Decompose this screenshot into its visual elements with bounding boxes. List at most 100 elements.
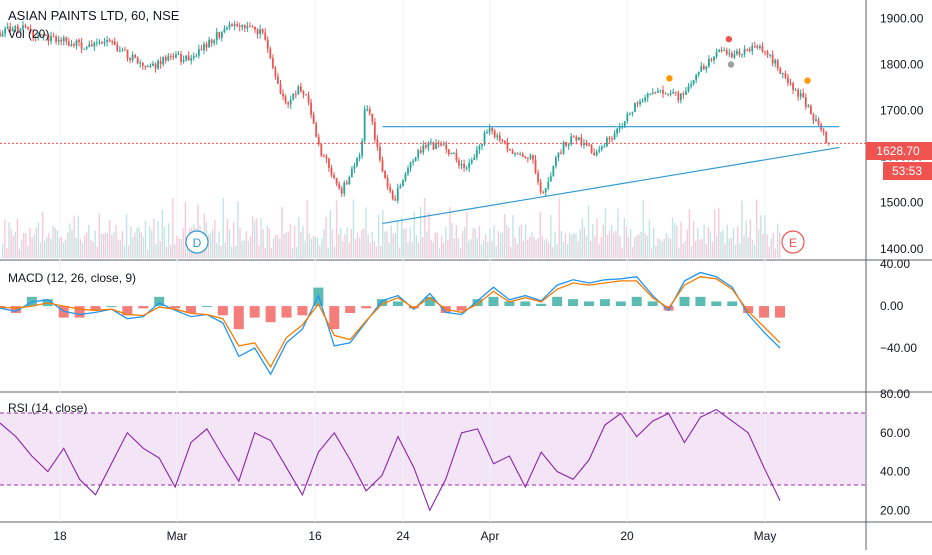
candle-body bbox=[98, 41, 101, 43]
candle-body bbox=[715, 52, 718, 57]
rsi-axis[interactable]: 80.00 60.00 40.00 20.00 bbox=[880, 387, 910, 517]
candle-body bbox=[294, 94, 297, 96]
volume-bar bbox=[18, 248, 21, 258]
candle-body bbox=[80, 42, 83, 49]
volume-bar bbox=[216, 243, 218, 258]
volume-bar bbox=[409, 227, 411, 258]
volume-bar bbox=[220, 245, 222, 258]
volume-bar bbox=[600, 237, 602, 258]
volume-bar bbox=[751, 239, 754, 258]
candle-body bbox=[312, 114, 315, 124]
candle-body bbox=[639, 101, 641, 105]
volume-bar bbox=[522, 240, 525, 258]
macd-histogram-bar bbox=[456, 306, 467, 311]
volume-bar bbox=[319, 245, 321, 258]
candle-body bbox=[751, 45, 754, 52]
volume-bar bbox=[552, 247, 554, 258]
event-marker-e[interactable] bbox=[781, 230, 805, 254]
candle-body bbox=[565, 142, 567, 146]
price-tick-label: 1800.00 bbox=[880, 58, 924, 72]
candle-body bbox=[368, 108, 371, 114]
volume-bar bbox=[661, 241, 663, 258]
volume-bar bbox=[12, 236, 14, 258]
volume-legend: Vol (20) bbox=[8, 27, 49, 41]
candle-body bbox=[557, 152, 560, 158]
volume-bar bbox=[338, 234, 340, 258]
time-axis[interactable]: 18 Mar 16 24 Apr 20 May bbox=[53, 529, 776, 543]
volume-bar bbox=[646, 235, 649, 258]
volume-bar bbox=[669, 238, 672, 258]
candle-body bbox=[600, 146, 603, 150]
candles bbox=[0, 20, 830, 204]
volume-bar bbox=[260, 218, 262, 258]
macd-histogram-bar bbox=[599, 299, 610, 307]
candle-body bbox=[67, 41, 70, 46]
candle-body bbox=[124, 49, 126, 51]
volume-bar bbox=[703, 224, 705, 258]
volume-bar bbox=[325, 216, 327, 258]
volume-bar bbox=[241, 240, 243, 258]
candle-body bbox=[539, 182, 542, 192]
volume-bar bbox=[629, 229, 632, 258]
volume-bar bbox=[23, 233, 25, 258]
volume-bar bbox=[705, 244, 707, 258]
candle-body bbox=[812, 114, 815, 121]
volume-bar bbox=[596, 218, 598, 258]
volume-bar bbox=[306, 200, 308, 258]
candle-body bbox=[1, 33, 4, 37]
volume-bar bbox=[132, 236, 134, 258]
volume-bar bbox=[722, 229, 724, 258]
candle-body bbox=[483, 132, 486, 145]
candle-body bbox=[544, 188, 547, 193]
volume-bar bbox=[562, 241, 565, 258]
candle-body bbox=[649, 93, 652, 95]
candle-body bbox=[402, 180, 404, 187]
volume-bar bbox=[230, 246, 233, 258]
volume-bar bbox=[571, 234, 573, 258]
candle-body bbox=[358, 155, 361, 159]
candle-body bbox=[493, 130, 496, 138]
volume-bar bbox=[653, 227, 655, 258]
volume-bar bbox=[136, 227, 138, 258]
volume-bar bbox=[541, 236, 544, 258]
candle-body bbox=[305, 94, 307, 96]
volume-bar bbox=[485, 234, 487, 258]
candle-body bbox=[85, 46, 88, 49]
macd-histogram-bar bbox=[424, 296, 435, 307]
volume-bar bbox=[371, 231, 373, 258]
candle-body bbox=[504, 140, 506, 143]
volume-bar bbox=[207, 234, 210, 258]
candle-body bbox=[96, 42, 98, 44]
volume-bar bbox=[46, 237, 48, 258]
candle-body bbox=[570, 136, 573, 145]
candle-body bbox=[690, 84, 692, 87]
volume-bar bbox=[163, 226, 166, 258]
volume-bar bbox=[449, 206, 451, 258]
candle-body bbox=[103, 41, 106, 44]
candle-body bbox=[366, 108, 369, 110]
volume-bar bbox=[755, 199, 758, 258]
macd-axis[interactable]: 40.00 0.00 −40.00 bbox=[880, 257, 917, 355]
candle-body bbox=[356, 158, 358, 166]
event-marker-d[interactable] bbox=[185, 230, 209, 254]
volume-bar bbox=[455, 225, 457, 258]
volume-bar bbox=[667, 236, 670, 258]
candle-body bbox=[514, 153, 516, 155]
candle-body bbox=[453, 152, 455, 154]
volume-bar bbox=[209, 233, 212, 258]
candle-body bbox=[746, 48, 749, 50]
volume-bar bbox=[424, 198, 426, 258]
trendlines[interactable] bbox=[382, 126, 840, 225]
volume-bar bbox=[478, 225, 481, 258]
candle-body bbox=[78, 40, 80, 43]
candle-body bbox=[16, 26, 19, 33]
volume-bar bbox=[344, 234, 346, 258]
volume-bar bbox=[56, 230, 58, 258]
volume-bar bbox=[734, 244, 737, 258]
volume-bar bbox=[644, 233, 646, 258]
candle-body bbox=[486, 132, 488, 134]
candle-body bbox=[580, 137, 583, 145]
candle-body bbox=[389, 187, 392, 192]
candle-body bbox=[761, 46, 764, 52]
